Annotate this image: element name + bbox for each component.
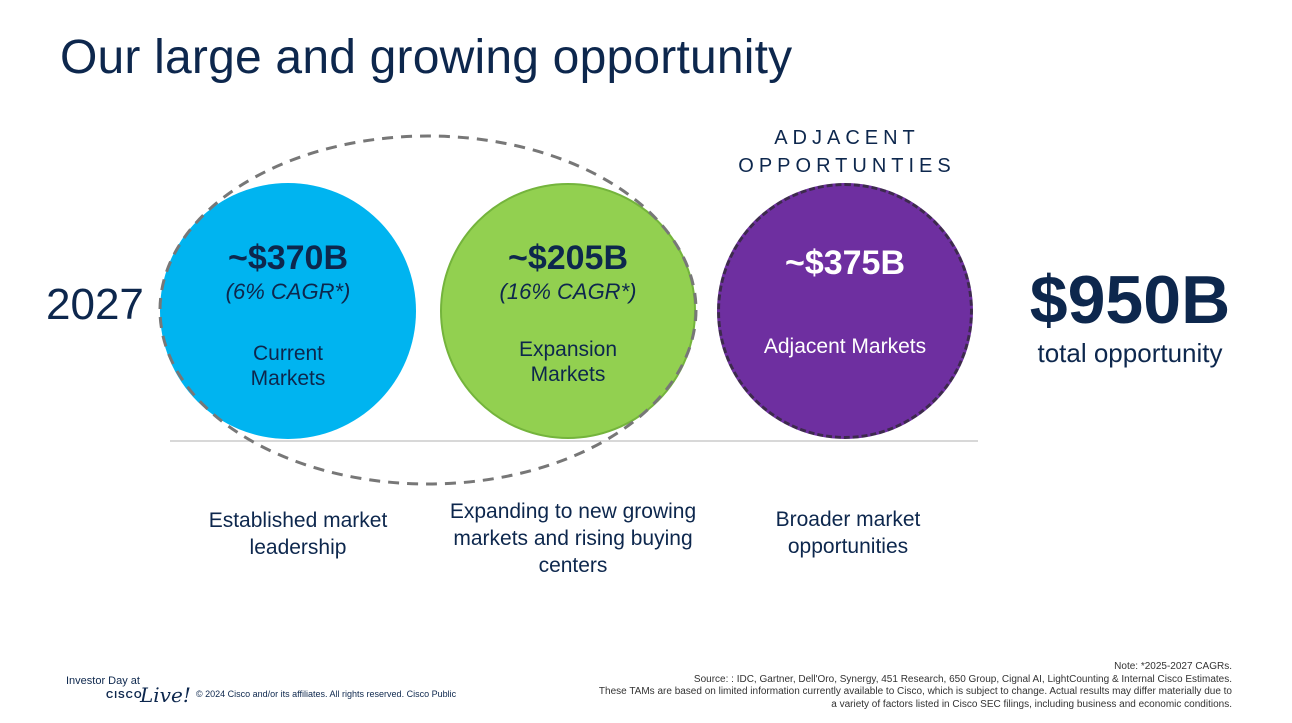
logo-line1: Investor Day at xyxy=(66,675,140,687)
expansion-markets-value: ~$205B xyxy=(507,239,629,277)
expansion-markets-label: Expansion Markets xyxy=(518,338,618,386)
current-markets-value: ~$370B xyxy=(227,239,349,277)
total-amount: $950B xyxy=(1029,262,1231,338)
page-title: Our large and growing opportunity xyxy=(60,31,793,84)
description-current: Established market leadership xyxy=(208,509,388,559)
adjacent-markets-circle: ~$375B Adjacent Markets xyxy=(717,183,973,439)
disclaimer-text: These TAMs are based on limited informat… xyxy=(598,686,1232,710)
adjacent-heading-line2: OPPORTUNTIES xyxy=(738,155,956,177)
note-text: Note: *2025-2027 CAGRs. xyxy=(1114,661,1232,672)
footnotes: Note: *2025-2027 CAGRs. Source: : IDC, G… xyxy=(592,661,1232,711)
adjacent-markets-label: Adjacent Markets xyxy=(763,335,927,358)
expansion-markets-circle: ~$205B (16% CAGR*) Expansion Markets xyxy=(440,183,696,439)
current-markets-circle: ~$370B (6% CAGR*) Current Markets xyxy=(160,183,416,439)
cisco-live-logo: Investor Day at CISCO Live! xyxy=(66,675,191,707)
current-markets-cagr: (6% CAGR*) xyxy=(225,279,351,304)
total-label: total opportunity xyxy=(1037,338,1223,368)
total-opportunity: $950B total opportunity xyxy=(1010,262,1250,369)
expansion-markets-cagr: (16% CAGR*) xyxy=(499,279,637,304)
logo-brand: CISCO xyxy=(106,690,143,701)
adjacent-heading-line1: ADJACENT xyxy=(774,127,920,149)
adjacent-opportunities-heading: ADJACENT OPPORTUNTIES xyxy=(720,124,974,180)
dashed-grouping-ellipse xyxy=(158,134,698,486)
source-text: Source: : IDC, Gartner, Dell'Oro, Synerg… xyxy=(693,673,1232,685)
logo-script: Live! xyxy=(140,683,191,707)
description-expansion: Expanding to new growing markets and ris… xyxy=(449,500,697,577)
description-adjacent: Broader market opportunities xyxy=(775,508,921,558)
adjacent-markets-value: ~$375B xyxy=(784,244,906,282)
year-label: 2027 xyxy=(46,280,144,329)
copyright-text: © 2024 Cisco and/or its affiliates. All … xyxy=(196,689,457,699)
current-markets-label: Current Markets xyxy=(250,342,326,390)
